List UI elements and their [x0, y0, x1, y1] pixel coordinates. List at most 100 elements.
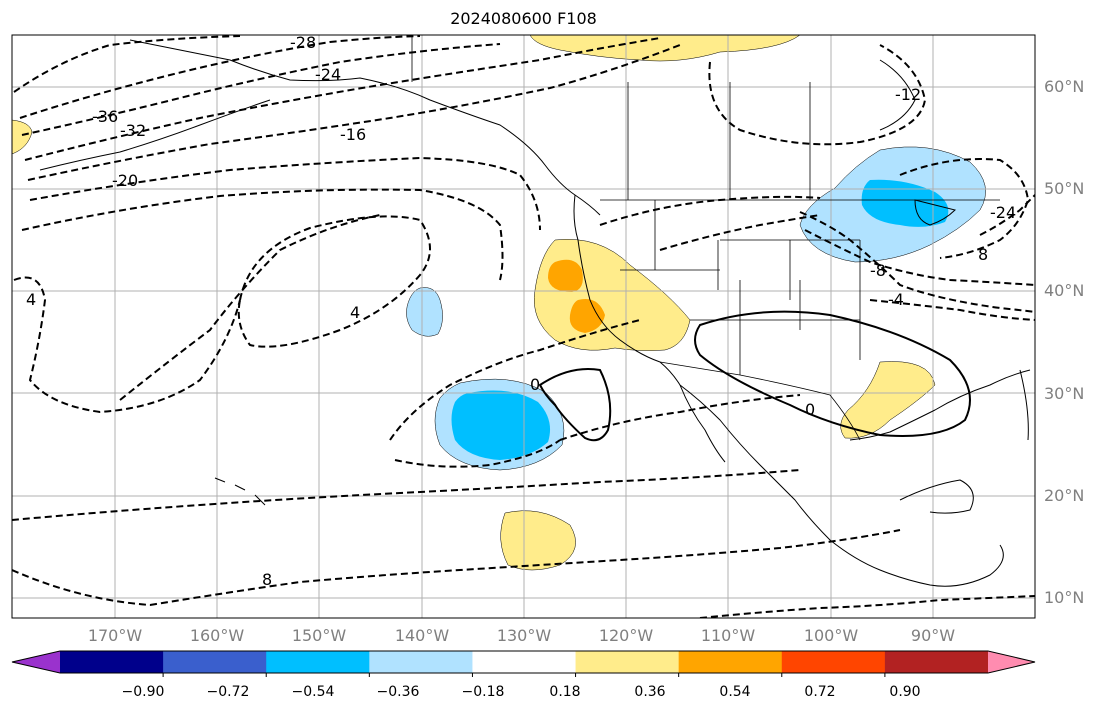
contour-label: -36: [92, 107, 118, 126]
zero-contour: [694, 310, 971, 437]
strong-negative-region: [451, 390, 551, 460]
contour-label: 0: [805, 400, 815, 419]
contour-label: 4: [26, 290, 36, 309]
contour-line: [979, 194, 1035, 236]
contour-label: -16: [340, 125, 366, 144]
lon-label: 100°W: [803, 626, 859, 645]
colorbar-tick-label: 0.36: [634, 684, 666, 700]
contour-line: [559, 394, 801, 441]
contour-line: [21, 43, 501, 136]
map-frame: [11, 34, 1036, 619]
lon-label: 140°W: [394, 626, 450, 645]
contour-line: [394, 439, 561, 468]
lat-label: 50°N: [1044, 179, 1085, 198]
contour-label: -12: [895, 85, 921, 104]
colorbar-segment: [369, 651, 473, 673]
lon-label: 160°W: [189, 626, 245, 645]
colorbar-segment: [472, 651, 577, 673]
colorbar-tick-label: 0.72: [804, 684, 836, 700]
us-mexico-border: [659, 361, 861, 441]
baja-california: [679, 384, 726, 463]
lat-label: 60°N: [1044, 77, 1085, 96]
positive-anomaly-region: [12, 119, 33, 155]
contour-label: -20: [112, 171, 138, 190]
contour-line: [12, 529, 901, 607]
lat-label: 40°N: [1044, 281, 1085, 300]
strong-negative-region: [861, 179, 949, 227]
colorbar-segment: [575, 651, 680, 673]
lon-label: 170°W: [87, 626, 143, 645]
florida-coast: [1019, 369, 1029, 441]
colorbar-segment: [884, 651, 989, 673]
colorbar-tick-label: −0.72: [206, 684, 250, 700]
north-america-west-coast: [573, 194, 1004, 587]
colorbar-tick-label: −0.18: [461, 684, 505, 700]
positive-anomaly-region: [500, 510, 576, 571]
zero-contour: [538, 368, 612, 442]
colorbar-segment: [678, 651, 783, 673]
contour-line: [119, 214, 381, 401]
lon-label: 120°W: [598, 626, 654, 645]
graticule: [12, 35, 1035, 618]
contour-line: [13, 276, 241, 414]
contour-label: 8: [978, 245, 988, 264]
colorbar-tick-label: 0.18: [549, 684, 581, 700]
colorbar-extend-max: [988, 651, 1035, 673]
positive-anomaly-region: [529, 35, 801, 62]
colorbar-segment: [266, 651, 370, 673]
contour-label: 4: [350, 303, 360, 322]
lat-label: 20°N: [1044, 486, 1085, 505]
colorbar-outline: [11, 650, 1036, 674]
solid-contours: [538, 310, 971, 442]
us-canada-border: [411, 35, 1000, 201]
aleutian-coastline: [39, 99, 271, 171]
colorbar-tick-label: −0.54: [291, 684, 335, 700]
contour-label: -24: [315, 65, 341, 84]
contour-label: -4: [888, 290, 904, 309]
lat-label: 30°N: [1044, 384, 1085, 403]
political-borders: [411, 35, 1000, 441]
colorbar-extend-min: [12, 651, 60, 673]
lon-label: 110°W: [700, 626, 756, 645]
negative-anomaly-region: [406, 287, 443, 337]
colorbar-segment: [781, 651, 886, 673]
positive-anomaly-region: [840, 361, 936, 439]
colorbar-tick-label: 0.90: [889, 684, 921, 700]
contour-label: -28: [290, 33, 316, 52]
contour-line: [389, 319, 641, 441]
shaded-anomalies: [12, 35, 986, 571]
contour-line: [699, 595, 1035, 618]
contour-label: -8: [870, 261, 886, 280]
strong-positive-region: [548, 259, 583, 292]
colorbar-tick-label: 0.54: [719, 684, 751, 700]
lon-label: 90°W: [910, 626, 956, 645]
contour-label: -32: [120, 121, 146, 140]
contour-line: [708, 44, 927, 146]
contour-line: [869, 299, 1035, 321]
contour-line: [899, 158, 1030, 259]
yucatan-coast: [899, 479, 974, 514]
contour-label: 8: [262, 570, 272, 589]
colorbar: [11, 650, 1036, 677]
contour-line: [27, 44, 681, 181]
contour-line: [13, 35, 241, 93]
hudson-bay-coast: [879, 59, 916, 131]
contour-line: [599, 195, 821, 226]
contour-line: [21, 188, 504, 281]
contour-line: [29, 156, 541, 231]
us-state-lines: [620, 200, 861, 375]
contour-line: [12, 469, 801, 521]
contour-line: [237, 215, 431, 348]
contour-label: 0: [530, 375, 540, 394]
map-title: 2024080600 F108: [450, 9, 597, 28]
contour-line: [659, 214, 821, 251]
colorbar-tick-label: −0.90: [121, 684, 165, 700]
contour-lines: [12, 35, 1035, 618]
contour-label-group: -28 -24 -36 -32 -20 -16 4 4 8 0 0 -12 -2…: [26, 33, 1016, 589]
contour-line: [799, 211, 1035, 313]
colorbar-tick-label: −0.36: [376, 684, 420, 700]
coastlines: [39, 39, 1031, 587]
lon-label: 130°W: [496, 626, 552, 645]
contour-line: [19, 35, 421, 119]
